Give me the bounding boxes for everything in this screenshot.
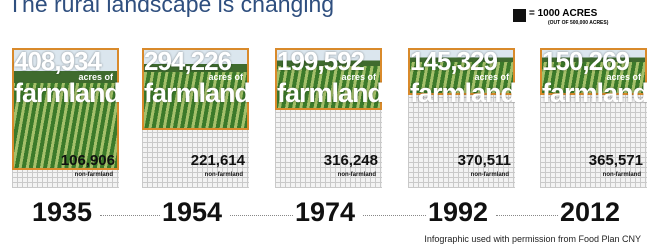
timeline-connector [230,215,293,216]
year: 1935 [32,197,92,228]
nonfarmland-label: non-farmland [471,172,509,178]
title: The rural landscape is changing [8,0,334,18]
nonfarmland-acres: 316,248 [324,152,378,169]
year: 1992 [428,197,488,228]
credit: Infographic used with permission from Fo… [424,234,641,244]
nonfarmland-acres: 365,571 [589,152,643,169]
farmland-label: farmland [542,78,647,109]
timeline-connector [363,215,426,216]
legend-swatch [513,9,526,22]
nonfarmland-label: non-farmland [603,172,641,178]
farmland-label: farmland [14,78,119,109]
nonfarmland-label: non-farmland [75,172,113,178]
timeline-connector [100,215,160,216]
farmland-label: farmland [410,78,515,109]
farmland-label: farmland [277,78,382,109]
timeline-connector [496,215,558,216]
infographic: The rural landscape is changing = 1000 A… [0,0,647,247]
nonfarmland-acres: 370,511 [458,152,511,169]
year: 2012 [560,197,620,228]
legend-label: = 1000 ACRES [529,8,597,19]
nonfarmland-label: non-farmland [338,172,376,178]
nonfarmland-label: non-farmland [205,172,243,178]
farmland-label: farmland [144,78,249,109]
year: 1954 [162,197,222,228]
nonfarmland-acres: 221,614 [191,152,245,169]
year: 1974 [295,197,355,228]
nonfarmland-acres: 106,906 [61,152,115,169]
legend-note: (OUT OF 500,000 ACRES) [548,20,608,26]
